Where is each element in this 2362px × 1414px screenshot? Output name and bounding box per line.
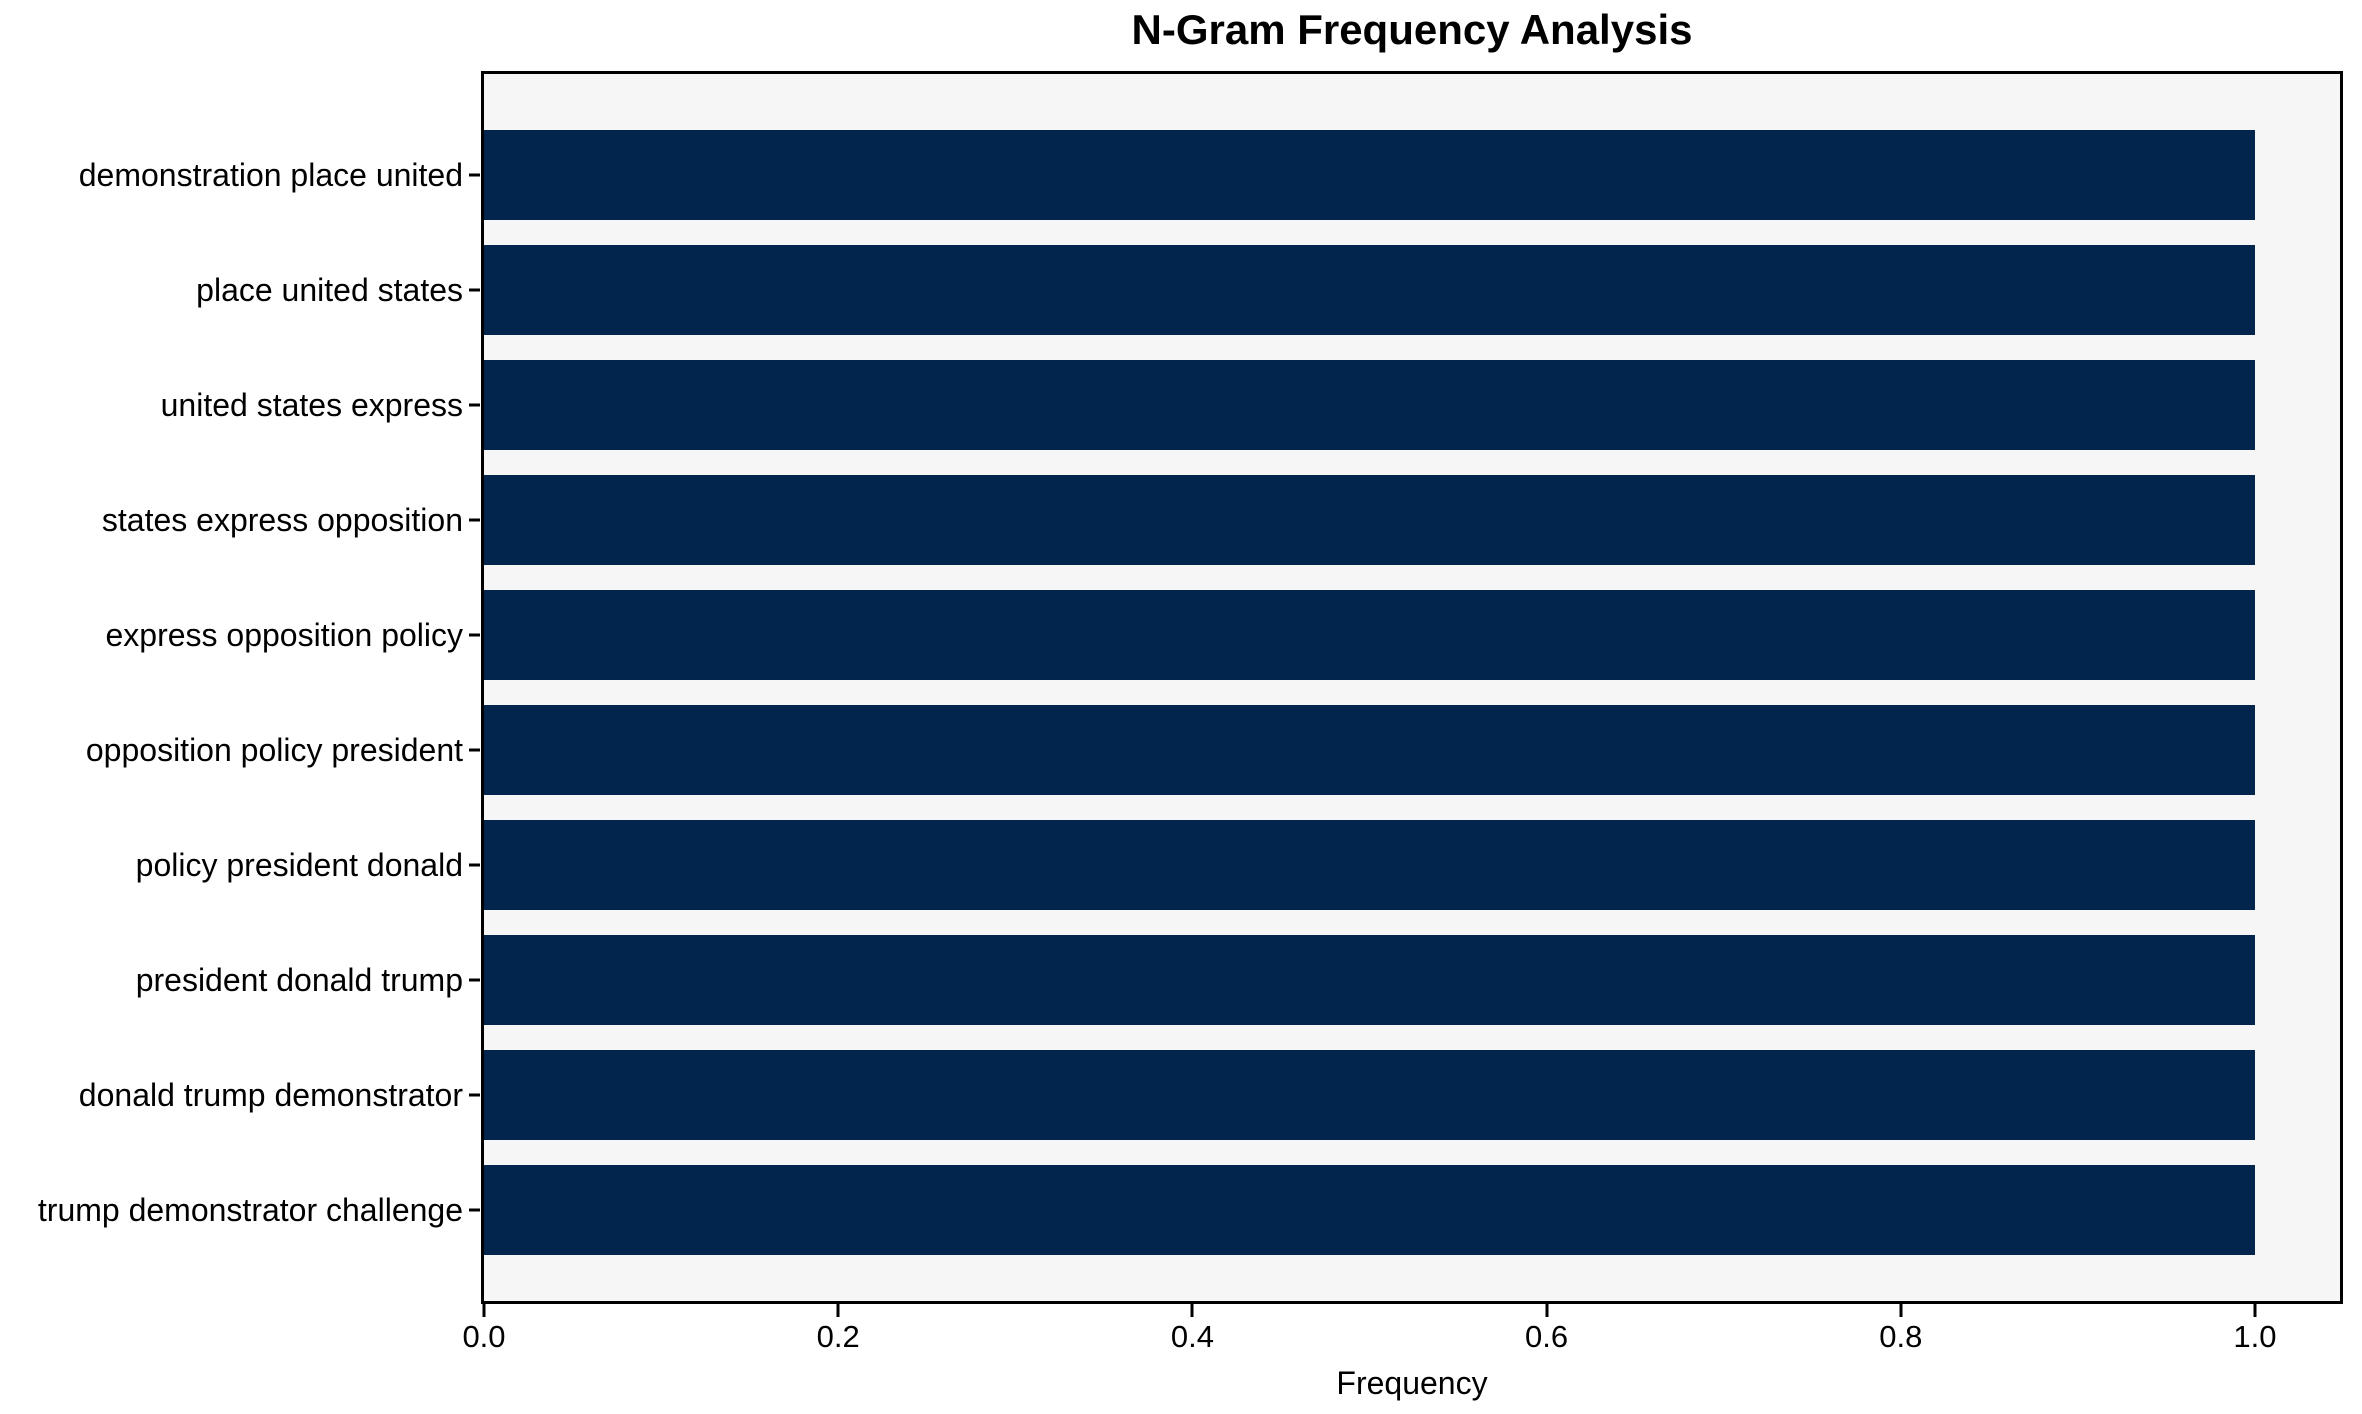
y-tick-label: states express opposition [101, 501, 463, 538]
bar-row: demonstration place united [79, 117, 2340, 232]
bar-row: states express opposition [102, 462, 2340, 577]
x-tick-mark [482, 1304, 486, 1317]
bar-row: place united states [196, 232, 2340, 347]
y-tick-label: trump demonstrator challenge [37, 1191, 463, 1228]
bar [484, 129, 2255, 220]
y-tick-label: demonstration place united [78, 156, 463, 193]
bars-area: demonstration place united place united s… [38, 117, 2340, 1267]
bar [484, 1164, 2255, 1255]
x-tick-label: 0.8 [1879, 1319, 1923, 1354]
y-tick-label: united states express [160, 386, 463, 423]
y-tick-mark [469, 518, 480, 521]
y-tick-mark [469, 1093, 480, 1096]
plot-area: demonstration place united place united s… [38, 71, 2343, 1352]
bar-row: policy president donald [136, 807, 2340, 922]
x-tick-label: 0.4 [1170, 1319, 1214, 1354]
x-tick-label: 0.2 [816, 1319, 860, 1354]
y-tick-label: place united states [196, 271, 463, 308]
bar [484, 819, 2255, 910]
x-tick-mark [2253, 1304, 2257, 1317]
bar [484, 359, 2255, 450]
bar [484, 704, 2255, 795]
bar-row: united states express [161, 347, 2340, 462]
y-tick-mark [469, 633, 480, 636]
y-tick-mark [469, 748, 480, 751]
bar [484, 589, 2255, 680]
bar-row: opposition policy president [86, 692, 2340, 807]
x-tick-mark [1190, 1304, 1194, 1317]
y-tick-mark [469, 978, 480, 981]
y-tick-label: express opposition policy [105, 616, 463, 653]
bar-row: trump demonstrator challenge [38, 1152, 2340, 1267]
bar-row: express opposition policy [105, 577, 2340, 692]
bar [484, 1049, 2255, 1140]
y-tick-mark [469, 173, 480, 176]
x-tick-label: 0.6 [1525, 1319, 1569, 1354]
y-tick-label: policy president donald [135, 846, 463, 883]
x-tick-label: 1.0 [2233, 1319, 2277, 1354]
bar-row: donald trump demonstrator [79, 1037, 2340, 1152]
bar [484, 244, 2255, 335]
x-tick-mark [836, 1304, 840, 1317]
chart-title: N-Gram Frequency Analysis [1131, 6, 1693, 53]
y-tick-mark [469, 403, 480, 406]
y-tick-mark [469, 863, 480, 866]
bar [484, 474, 2255, 565]
y-tick-label: president donald trump [135, 961, 463, 998]
y-tick-mark [469, 1208, 480, 1211]
x-tick-mark [1545, 1304, 1549, 1317]
y-tick-mark [469, 288, 480, 291]
bar-row: president donald trump [136, 922, 2340, 1037]
bar [484, 934, 2255, 1025]
x-axis-label: Frequency [1336, 1365, 1488, 1401]
y-tick-label: opposition policy president [85, 731, 463, 768]
y-tick-label: donald trump demonstrator [78, 1076, 463, 1113]
x-tick-label: 0.0 [462, 1319, 506, 1354]
x-tick-mark [1899, 1304, 1903, 1317]
